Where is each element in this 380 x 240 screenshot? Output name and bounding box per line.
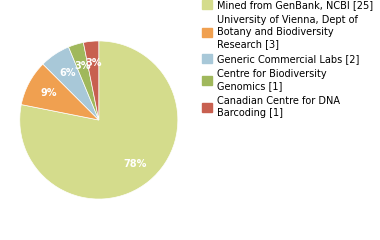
Text: 9%: 9% — [40, 88, 57, 98]
Wedge shape — [43, 47, 99, 120]
Legend: Mined from GenBank, NCBI [25], University of Vienna, Dept of
Botany and Biodiver: Mined from GenBank, NCBI [25], Universit… — [203, 0, 373, 118]
Wedge shape — [68, 42, 99, 120]
Text: 6%: 6% — [59, 68, 76, 78]
Wedge shape — [83, 41, 99, 120]
Text: 3%: 3% — [85, 58, 101, 68]
Text: 78%: 78% — [123, 159, 147, 169]
Wedge shape — [21, 64, 99, 120]
Text: 3%: 3% — [74, 60, 90, 71]
Wedge shape — [20, 41, 178, 199]
